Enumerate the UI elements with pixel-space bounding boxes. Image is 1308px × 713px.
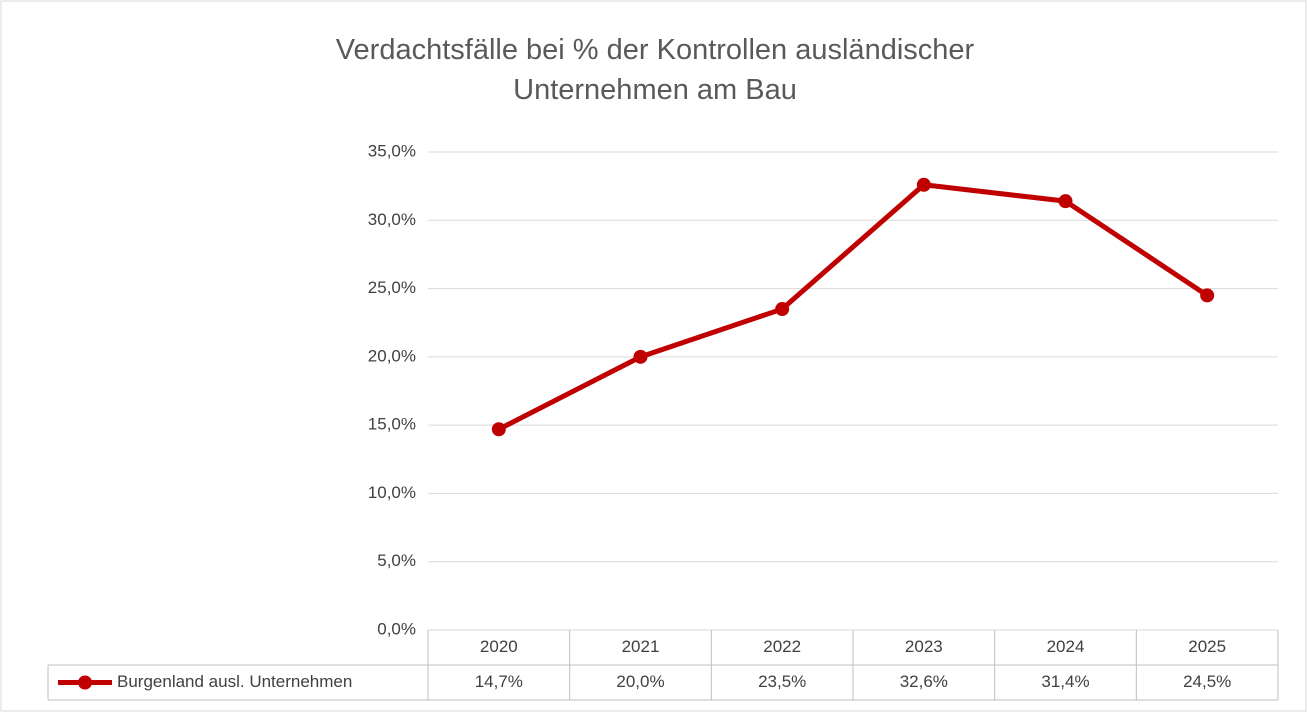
x-tick-label: 2024 [1047, 637, 1085, 656]
data-point [1058, 194, 1073, 209]
data-label: 24,5% [1183, 672, 1231, 691]
legend-marker [78, 675, 92, 690]
y-tick-label: 15,0% [368, 415, 416, 434]
y-tick-label: 20,0% [368, 346, 416, 365]
x-tick-label: 2021 [622, 637, 660, 656]
y-tick-label: 5,0% [377, 551, 416, 570]
chart-title: Verdachtsfälle bei % der Kontrollen ausl… [335, 34, 975, 106]
series-line [497, 182, 1209, 432]
data-label: 23,5% [758, 672, 806, 691]
y-tick-label: 35,0% [368, 141, 416, 160]
data-point [491, 422, 506, 437]
data-point [775, 302, 790, 317]
x-tick-label: 2023 [905, 637, 943, 656]
data-point [633, 349, 648, 364]
y-tick-label: 25,0% [368, 278, 416, 297]
y-tick-label: 10,0% [368, 483, 416, 502]
data-label: 32,6% [900, 672, 948, 691]
data-label: 14,7% [475, 672, 523, 691]
x-tick-label: 2020 [480, 637, 518, 656]
x-tick-label: 2025 [1188, 637, 1226, 656]
data-label: 31,4% [1041, 672, 1089, 691]
legend-label: Burgenland ausl. Unternehmen [117, 672, 352, 691]
x-tick-label: 2022 [763, 637, 801, 656]
data-point [1200, 288, 1215, 303]
data-label: 20,0% [616, 672, 664, 691]
data-point [916, 177, 931, 192]
y-tick-label: 30,0% [368, 210, 416, 229]
y-tick-label: 0,0% [377, 619, 416, 638]
